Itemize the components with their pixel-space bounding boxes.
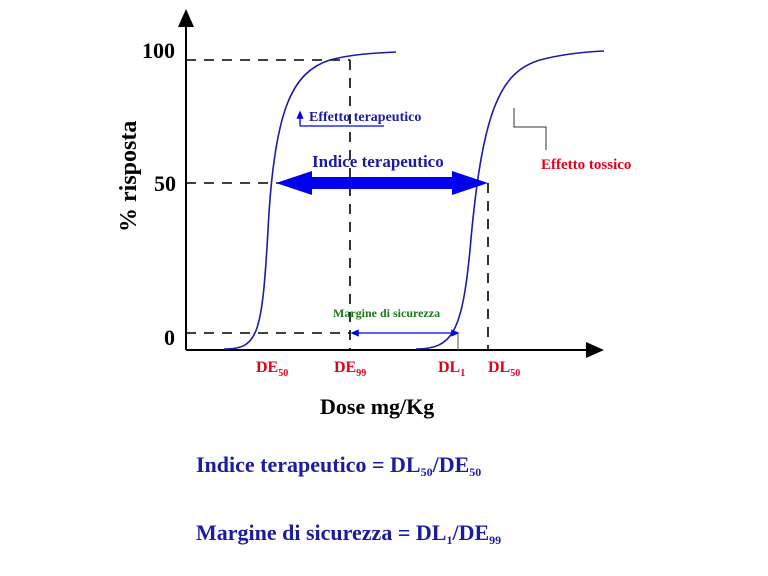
formula-indice-num-sub: 50 xyxy=(420,465,433,479)
formula-margine-den: DE xyxy=(458,520,490,545)
formula-indice-sep: / xyxy=(432,452,439,477)
toxic-effect-curve xyxy=(415,50,605,350)
formula-margine-lhs: Margine di sicurezza = xyxy=(196,520,416,545)
formula-margine-den-sub: 99 xyxy=(489,533,502,547)
marker-dl50: DL50 xyxy=(488,359,520,379)
therapeutic-effect-curve xyxy=(223,51,397,350)
y-tick-100: 100 xyxy=(142,38,175,63)
therapeutic-index-label: Indice terapeutico xyxy=(312,152,444,171)
formula-indice-num: DL xyxy=(390,452,421,477)
toxic-effect-pointer xyxy=(513,108,547,150)
formula-margine-num-sub: 1 xyxy=(446,533,453,547)
safety-margin-formula: Margine di sicurezza = DL1/DE99 xyxy=(196,520,501,548)
y-tick-50: 50 xyxy=(154,171,176,196)
safety-margin-label: Margine di sicurezza xyxy=(333,306,440,320)
formula-margine-sep: / xyxy=(452,520,459,545)
marker-de99: DE99 xyxy=(334,359,366,379)
y-axis-label: % risposta xyxy=(116,121,142,232)
marker-de50: DE50 xyxy=(256,359,288,379)
marker-dl1: DL1 xyxy=(438,359,465,379)
x-axis-label: Dose mg/Kg xyxy=(320,394,434,419)
y-tick-0: 0 xyxy=(164,325,175,350)
therapeutic-effect-label: Effetto terapeutico xyxy=(309,110,421,125)
formula-indice-den: DE xyxy=(438,452,470,477)
formula-margine-num: DL xyxy=(415,520,447,545)
therapeutic-index-arrow xyxy=(276,171,488,195)
formula-indice-den-sub: 50 xyxy=(469,465,482,479)
toxic-effect-label: Effetto tossico xyxy=(541,157,631,173)
formula-indice-lhs: Indice terapeutico = xyxy=(196,452,391,477)
therapeutic-index-formula: Indice terapeutico = DL50/DE50 xyxy=(196,452,481,480)
